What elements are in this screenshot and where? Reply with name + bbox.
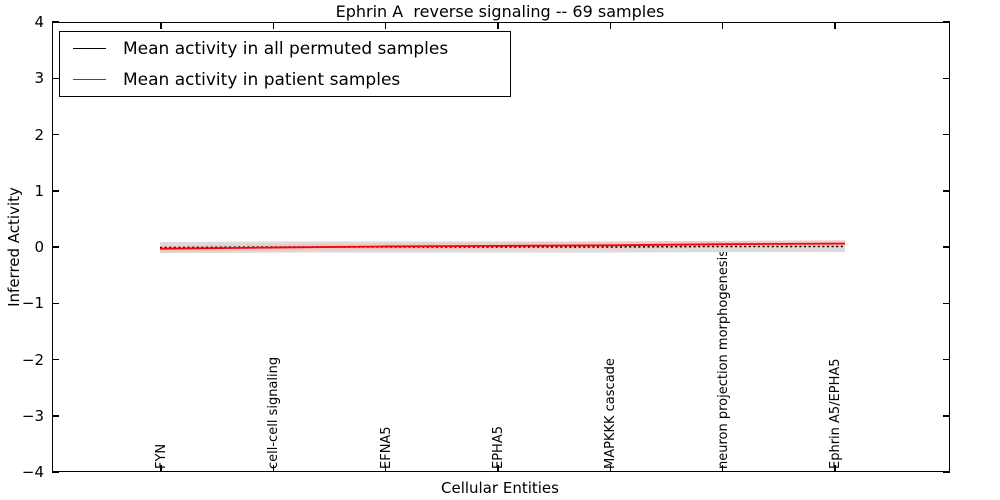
axis-tick-mark — [834, 22, 836, 29]
axis-tick-mark — [943, 190, 950, 192]
x-tick-label: EFNA5 — [378, 426, 394, 469]
y-tick-label: 0 — [34, 238, 44, 256]
axis-tick-mark — [834, 465, 836, 472]
axis-tick-mark — [160, 465, 162, 472]
permuted-line-swatch — [73, 48, 106, 49]
legend-item-permuted: Mean activity in all permuted samples — [60, 33, 510, 64]
chart-title: Ephrin A reverse signaling -- 69 samples — [335, 2, 665, 21]
x-axis-label: Cellular Entities — [441, 479, 559, 497]
axis-tick-mark — [943, 77, 950, 79]
axis-tick-mark — [52, 77, 59, 79]
axis-tick-mark — [52, 246, 59, 248]
axis-tick-mark — [943, 246, 950, 248]
x-tick-label: cell-cell signaling — [266, 356, 282, 469]
y-tick-label: −2 — [21, 350, 44, 369]
axis-tick-mark — [497, 22, 499, 29]
y-tick-label: 1 — [34, 181, 44, 200]
y-tick-label: 4 — [34, 13, 44, 31]
axis-tick-mark — [943, 471, 950, 473]
y-tick-label: 3 — [34, 69, 44, 88]
y-tick-label: −1 — [21, 294, 44, 313]
axis-tick-mark — [943, 358, 950, 361]
axis-tick-mark — [272, 465, 275, 472]
axis-tick-mark — [160, 22, 162, 29]
legend-item-patient: Mean activity in patient samples — [60, 64, 510, 95]
y-tick-label: −4 — [21, 463, 44, 481]
x-tick-label: FYN — [154, 443, 169, 469]
axis-tick-mark — [609, 465, 612, 472]
legend: Mean activity in all permuted samples Me… — [59, 31, 511, 97]
axis-tick-mark — [52, 302, 59, 304]
y-tick-label: −3 — [21, 406, 44, 425]
axis-tick-mark — [52, 471, 59, 473]
x-tick-label: EPHA5 — [490, 426, 506, 469]
axis-tick-mark — [272, 22, 275, 29]
axis-tick-mark — [52, 133, 59, 136]
y-tick-label: 2 — [34, 125, 44, 144]
axis-tick-mark — [609, 22, 612, 29]
axis-tick-mark — [52, 190, 59, 192]
axis-tick-mark — [721, 465, 724, 472]
legend-label: Mean activity in patient samples — [123, 69, 401, 90]
axis-tick-mark — [943, 21, 950, 23]
x-tick-label: MAPKKK cascade — [603, 358, 619, 469]
legend-label: Mean activity in all permuted samples — [123, 38, 449, 59]
axis-tick-mark — [721, 22, 724, 29]
axis-tick-mark — [943, 415, 950, 417]
x-tick-label: neuron projection morphogenesis — [715, 250, 731, 469]
axis-tick-mark — [384, 22, 387, 29]
axis-tick-mark — [52, 415, 59, 417]
axis-tick-mark — [52, 358, 59, 361]
axis-tick-mark — [943, 133, 950, 136]
axis-tick-mark — [497, 465, 499, 472]
axis-tick-mark — [943, 302, 950, 304]
patient-line-swatch — [73, 79, 106, 80]
axis-tick-mark — [384, 465, 387, 472]
x-tick-label: Ephrin A5/EPHA5 — [827, 358, 843, 469]
axis-tick-mark — [52, 21, 59, 23]
